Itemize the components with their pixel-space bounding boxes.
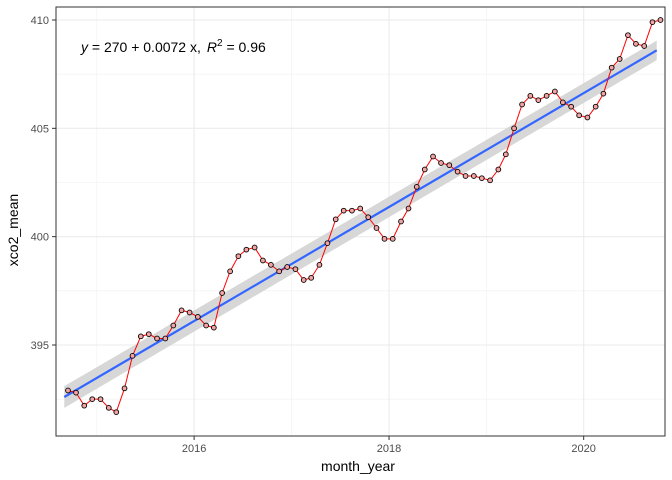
equation-r-exponent: 2 (217, 38, 223, 49)
data-point (592, 103, 599, 110)
data-point (162, 335, 169, 342)
data-point (478, 175, 485, 182)
data-point (398, 218, 404, 225)
data-point (511, 125, 517, 132)
regression-equation: y = 270 + 0.0072 x, R2 = 0.96 (80, 38, 266, 55)
data-point (405, 205, 412, 212)
x-tick-label: 2018 (377, 443, 401, 455)
data-point (324, 240, 331, 247)
data-point (495, 166, 502, 173)
data-point (332, 216, 339, 223)
data-point (260, 257, 266, 264)
data-point (373, 225, 380, 231)
data-point (389, 235, 396, 242)
data-point (413, 183, 420, 190)
data-point (316, 261, 323, 268)
data-point (268, 261, 274, 268)
x-axis-ticks: 2016 2018 2020 (182, 436, 596, 455)
data-point (113, 409, 120, 416)
data-point (649, 19, 656, 26)
data-point (584, 114, 591, 121)
data-point (284, 264, 291, 270)
data-point (552, 88, 558, 95)
data-point (170, 322, 177, 329)
data-point (243, 246, 250, 253)
data-point (129, 352, 136, 359)
data-point (438, 160, 444, 166)
data-point (235, 253, 242, 260)
y-axis-title: xco2_mean (5, 194, 21, 266)
data-point (657, 17, 664, 23)
data-point (145, 331, 152, 338)
data-point (568, 103, 574, 110)
x-tick-label: 2016 (182, 443, 206, 455)
x-tick-label: 2020 (571, 443, 595, 455)
data-point (251, 244, 258, 251)
data-point (349, 207, 355, 214)
data-point (560, 99, 566, 106)
data-point (210, 324, 217, 331)
equation-r-value: = 0.96 (223, 39, 266, 55)
data-point (219, 290, 225, 296)
data-point (186, 309, 193, 316)
data-point (154, 335, 160, 342)
data-point (81, 402, 88, 409)
data-point (462, 173, 469, 179)
grid-minor (56, 7, 665, 436)
data-point (608, 64, 615, 71)
points-layer (65, 17, 664, 416)
data-point (454, 168, 461, 175)
equation-body: = 270 + 0.0072 x, (88, 39, 201, 55)
data-point (470, 173, 477, 179)
equation-y: y (80, 39, 89, 55)
data-point (616, 56, 623, 62)
data-point (308, 274, 315, 281)
y-tick-label: 400 (31, 232, 49, 244)
data-point (381, 235, 388, 242)
data-point (89, 396, 96, 403)
data-point (121, 385, 128, 392)
data-point (502, 151, 509, 158)
data-point (105, 404, 112, 411)
data-point (430, 153, 436, 160)
data-point (227, 268, 233, 275)
data-point (65, 387, 71, 394)
data-point (276, 268, 283, 275)
panel-border (55, 6, 666, 437)
data-point (641, 43, 648, 49)
y-axis-ticks: 395 400 405 410 (31, 15, 56, 352)
data-point (300, 277, 307, 283)
data-point (633, 40, 639, 47)
data-point (137, 333, 144, 340)
data-point (73, 389, 79, 396)
data-point (195, 313, 201, 320)
data-point (625, 32, 631, 39)
data-point (292, 266, 299, 273)
y-tick-label: 405 (31, 123, 49, 135)
y-tick-label: 410 (31, 15, 49, 27)
data-point (543, 92, 550, 99)
data-point (178, 307, 185, 314)
data-point (600, 90, 607, 97)
x-axis-title: month_year (321, 458, 395, 474)
data-point (576, 112, 582, 119)
data-point (527, 92, 534, 99)
data-point (357, 205, 364, 212)
data-point (487, 177, 493, 184)
data-point (365, 214, 372, 221)
data-point (535, 97, 542, 104)
data-point (421, 166, 428, 173)
equation-r: R (207, 39, 217, 55)
data-point (340, 207, 347, 214)
data-point (203, 322, 209, 329)
data-point (97, 396, 104, 403)
y-tick-label: 395 (31, 340, 49, 352)
data-point (446, 162, 453, 169)
data-point (519, 101, 525, 108)
